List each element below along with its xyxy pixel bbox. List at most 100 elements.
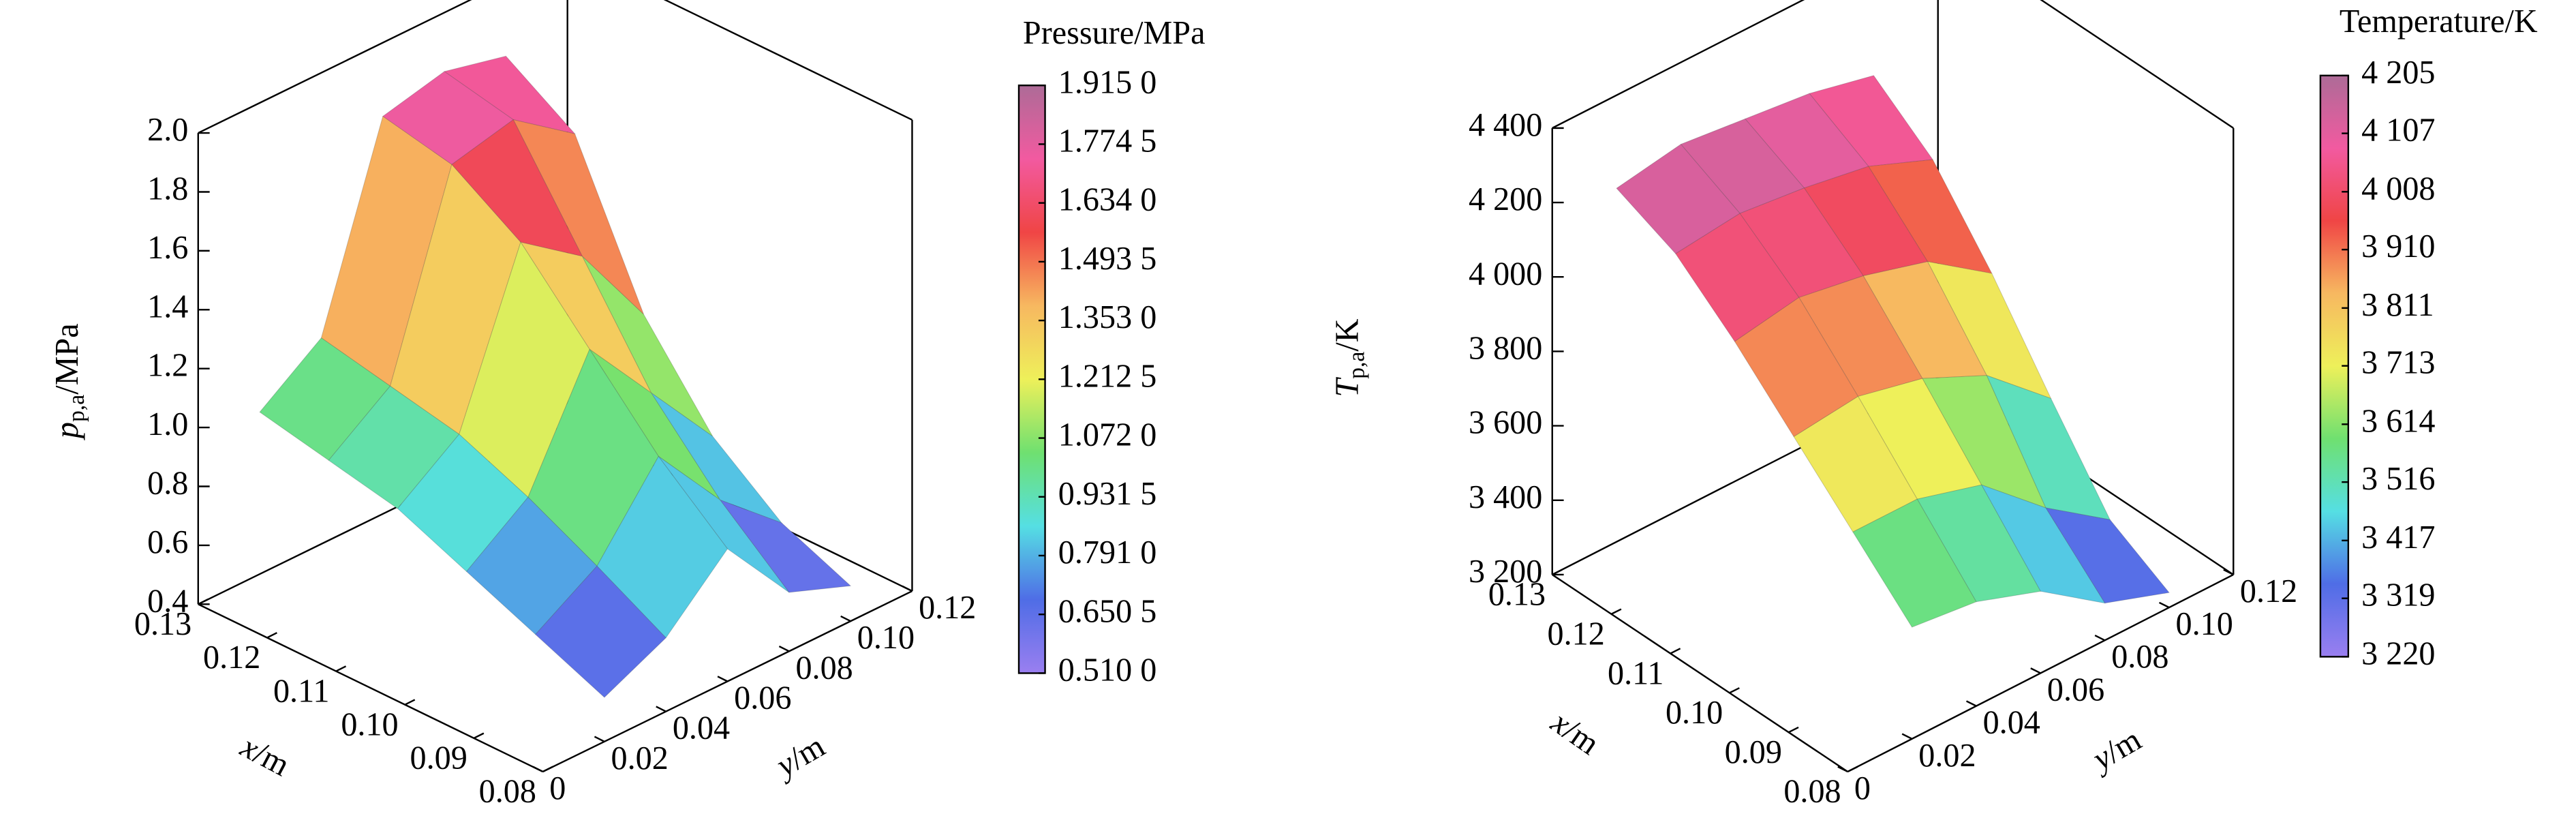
z-tick-label: 1.2: [147, 348, 188, 384]
z-tick-label: 4 400: [1469, 107, 1542, 143]
y-tick-label: 0: [1854, 770, 1871, 806]
y-tick: [2030, 667, 2041, 674]
z-tick-label: 3 200: [1469, 554, 1542, 590]
y-tick: [2223, 569, 2234, 576]
x-tick-label: 0.12: [203, 639, 260, 676]
surface-patch: [1986, 374, 2111, 521]
y-tick-label: 0.12: [2240, 573, 2297, 609]
z-tick-label: 1.0: [147, 406, 188, 442]
y-tick: [2158, 601, 2170, 609]
x-tick: [1729, 687, 1740, 694]
y-tick: [902, 585, 913, 592]
x-tick: [473, 732, 485, 739]
surface-patch: [535, 565, 666, 698]
z-label-subscript: p,a: [64, 395, 89, 422]
box-edge: [198, 0, 472, 134]
y-tick: [1901, 733, 1913, 740]
x-tick-label: 0.10: [341, 706, 398, 742]
surface-patch: [1867, 159, 1993, 274]
z-tick-label: 0.4: [147, 583, 188, 619]
z-tick-label: 0.6: [147, 524, 188, 560]
y-tick: [717, 676, 729, 682]
y-tick-label: 0.06: [2047, 671, 2104, 708]
y-tick-label: 0.02: [1918, 738, 1976, 774]
y-tick-label: 0.04: [673, 710, 730, 746]
z-tick-label: 3 600: [1469, 405, 1542, 441]
colorbar-tick-label: 3 220: [2361, 635, 2435, 671]
x-tick-label: 0.13: [1488, 577, 1546, 613]
z-tick-label: 1.6: [147, 230, 188, 266]
y-tick-label: 0.08: [2111, 639, 2168, 675]
colorbar-title: Temperature/K: [2340, 3, 2538, 40]
x-tick-label: 0.09: [410, 740, 467, 776]
y-tick: [2094, 634, 2106, 641]
colorbar-title: Pressure/MPa: [1023, 15, 1206, 51]
y-tick-label: 0.04: [1983, 705, 2040, 741]
x-tick-label: 0.12: [1548, 616, 1605, 652]
z-label-subscript: p,a: [1344, 352, 1369, 379]
y-tick: [594, 736, 605, 742]
colorbar-tick-label: 3 614: [2361, 403, 2435, 439]
colorbar-tick-label: 1.634 0: [1058, 182, 1156, 218]
y-tick-label: 0: [549, 770, 566, 806]
colorbar-tick-label: 0.791 0: [1058, 534, 1156, 571]
colorbar-tick-label: 1.774 5: [1058, 123, 1156, 160]
y-tick: [656, 706, 666, 712]
x-tick: [1552, 569, 1563, 576]
y-tick: [1965, 700, 1977, 707]
y-tick-label: 0.10: [857, 620, 915, 656]
colorbar-tick-label: 1.212 5: [1058, 358, 1156, 394]
colorbar-tick-label: 0.510 0: [1058, 652, 1156, 689]
y-axis-label: y/m: [2084, 721, 2147, 779]
x-tick: [335, 665, 347, 672]
box-edge: [2040, 0, 2234, 129]
colorbar-tick-label: 4 205: [2361, 55, 2435, 91]
box-edge: [663, 0, 913, 121]
z-tick-label: 2.0: [147, 112, 188, 148]
z-tick-label: 1.8: [147, 171, 188, 207]
z-tick-label: 3 400: [1469, 479, 1542, 515]
y-tick-label: 0.08: [795, 650, 853, 686]
x-tick: [266, 632, 277, 639]
colorbar-tick-label: 1.915 0: [1058, 64, 1156, 100]
z-tick-label: 0.8: [147, 466, 188, 502]
box-edge: [1552, 573, 1848, 772]
box-edge: [1552, 0, 1805, 129]
colorbar-tick-label: 1.072 0: [1058, 417, 1156, 453]
z-tick-label: 3 800: [1469, 330, 1542, 366]
z-axis-label: pp,a/MPa: [49, 323, 89, 440]
x-tick: [1847, 766, 1858, 773]
colorbar-tick-label: 4 107: [2361, 112, 2435, 149]
y-tick: [532, 766, 544, 773]
x-tick-label: 0.11: [273, 673, 329, 709]
colorbar-tick-label: 3 910: [2361, 228, 2435, 265]
colorbar-tick-label: 3 516: [2361, 461, 2435, 497]
surface-patch: [382, 71, 515, 165]
x-tick: [1670, 648, 1681, 654]
x-tick: [404, 699, 416, 706]
z-label-symbol: p: [49, 422, 85, 440]
x-tick: [1610, 608, 1622, 615]
x-tick-label: 0.08: [479, 774, 536, 810]
surface-patch: [1852, 498, 1977, 628]
y-tick: [840, 615, 851, 622]
z-label-unit: /MPa: [49, 323, 85, 394]
x-tick-label: 0.10: [1666, 695, 1723, 731]
colorbar-tick-label: 0.931 5: [1058, 476, 1156, 512]
z-label-unit: /K: [1330, 318, 1366, 351]
x-tick-label: 0.11: [1608, 655, 1664, 691]
z-tick-label: 4 000: [1469, 256, 1542, 292]
colorbar-tick-label: 3 319: [2361, 577, 2435, 614]
colorbar-tick-label: 1.353 0: [1058, 299, 1156, 335]
y-tick-label: 0.02: [611, 740, 669, 776]
colorbar-tick-label: 3 417: [2361, 519, 2435, 556]
colorbar-tick-label: 3 713: [2361, 345, 2435, 381]
x-tick-label: 0.08: [1783, 774, 1841, 810]
colorbar-tick-label: 4 008: [2361, 170, 2435, 207]
y-tick-label: 0.06: [734, 680, 791, 716]
x-tick: [542, 766, 553, 773]
z-tick-label: 4 200: [1469, 181, 1542, 217]
y-tick: [1837, 766, 1848, 773]
y-tick-label: 0.12: [919, 590, 976, 626]
